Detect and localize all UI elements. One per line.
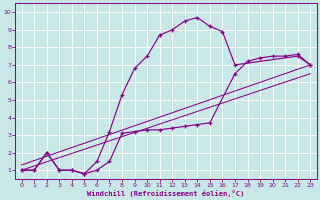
X-axis label: Windchill (Refroidissement éolien,°C): Windchill (Refroidissement éolien,°C) [87, 190, 244, 197]
